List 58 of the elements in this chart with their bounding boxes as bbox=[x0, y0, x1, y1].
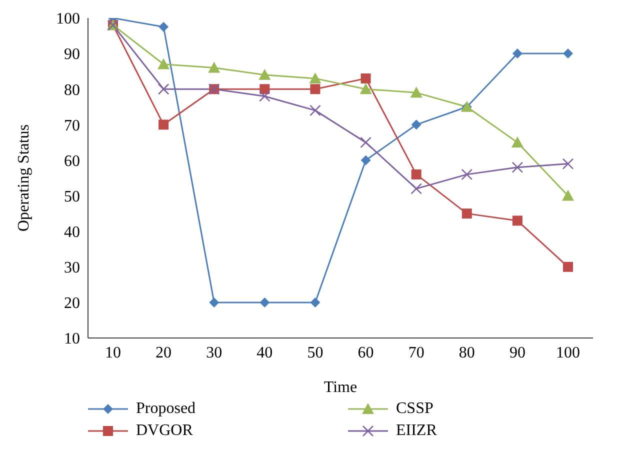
point bbox=[309, 72, 322, 84]
point bbox=[411, 169, 422, 180]
y-tick-label: 80 bbox=[64, 82, 80, 99]
point bbox=[461, 168, 473, 180]
point bbox=[562, 190, 574, 201]
point bbox=[209, 297, 220, 308]
point bbox=[562, 158, 574, 170]
y-tick-label: 100 bbox=[56, 10, 80, 28]
point bbox=[563, 262, 573, 272]
x-tick-label: 80 bbox=[458, 344, 475, 362]
point bbox=[512, 162, 524, 173]
point bbox=[260, 84, 270, 94]
point bbox=[512, 48, 522, 59]
point bbox=[360, 83, 372, 94]
y-tick-label: 50 bbox=[64, 188, 80, 206]
y-axis-title: Operating Status bbox=[16, 124, 33, 232]
point bbox=[310, 84, 320, 94]
x-tick-label: 40 bbox=[256, 344, 273, 362]
y-tick-label: 60 bbox=[64, 152, 80, 170]
y-tick-label: 20 bbox=[64, 295, 80, 312]
x-axis-title: Time bbox=[324, 379, 358, 396]
point bbox=[360, 73, 371, 84]
y-tick-label: 70 bbox=[64, 117, 80, 134]
point bbox=[410, 86, 422, 98]
x-tick-label: 90 bbox=[509, 344, 526, 362]
point bbox=[360, 155, 371, 166]
point bbox=[410, 183, 422, 194]
x-tick-label: 70 bbox=[408, 344, 424, 362]
legend-label: DVGOR bbox=[136, 422, 193, 440]
point bbox=[512, 216, 522, 226]
x-tick-label: 30 bbox=[206, 344, 222, 362]
x-tick-label: 50 bbox=[307, 344, 324, 362]
point bbox=[260, 297, 270, 308]
x-tick-label: 100 bbox=[556, 344, 580, 362]
legend-label: EIIZR bbox=[396, 422, 437, 440]
point bbox=[310, 297, 320, 308]
point bbox=[360, 136, 372, 148]
point bbox=[462, 208, 472, 219]
point bbox=[258, 68, 271, 80]
point bbox=[158, 83, 170, 95]
point bbox=[411, 120, 422, 130]
y-tick-label: 30 bbox=[64, 260, 80, 277]
x-tick-label: 20 bbox=[156, 344, 172, 362]
x-tick-label: 60 bbox=[358, 344, 374, 362]
point bbox=[208, 62, 220, 73]
y-tick-label: 90 bbox=[64, 46, 80, 64]
y-tick-label: 10 bbox=[64, 330, 80, 348]
point bbox=[310, 104, 321, 116]
point bbox=[511, 136, 524, 148]
point bbox=[158, 120, 169, 130]
point bbox=[259, 90, 270, 102]
point bbox=[158, 22, 169, 32]
point bbox=[158, 58, 170, 70]
x-tick-label: 10 bbox=[105, 344, 121, 362]
point bbox=[563, 48, 573, 59]
y-tick-label: 40 bbox=[64, 224, 80, 242]
legend-label: Proposed bbox=[136, 400, 196, 418]
legend-label: CSSP bbox=[396, 400, 434, 418]
